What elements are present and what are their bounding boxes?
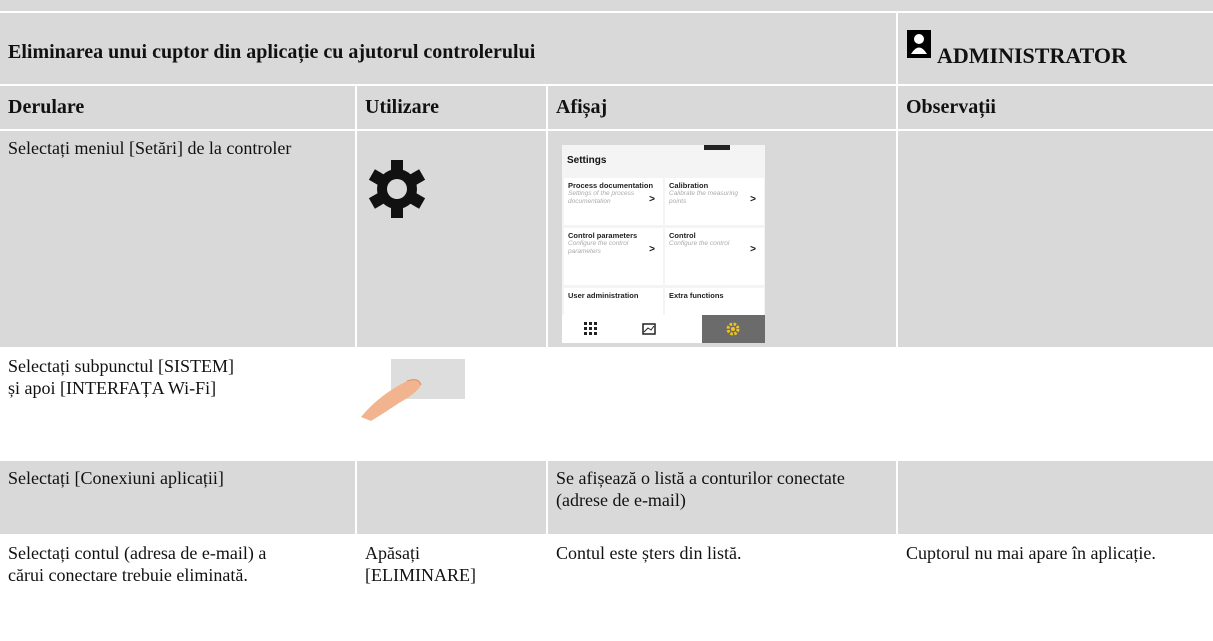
row-cell: Apăsați [ELIMINARE] (357, 536, 546, 641)
step-text: Selectați meniul [Setări] de la controle… (8, 138, 292, 158)
display-text: Contul este șters din listă. (556, 543, 742, 563)
card-label: Extra functions (669, 291, 724, 300)
row-cell (357, 461, 546, 534)
row-cell (357, 349, 546, 459)
row-cell (898, 131, 1213, 347)
screen-title: Settings (567, 155, 607, 166)
row-cell: Selectați contul (adresa de e-mail) a că… (0, 536, 355, 641)
settings-card: Process documentation Settings of the pro… (564, 178, 663, 225)
card-label: Control parameters (568, 231, 638, 240)
row-cell: Contul este șters din listă. (548, 536, 896, 641)
nav-gear (726, 322, 740, 336)
row-cell (898, 349, 1213, 459)
doc-title: Eliminarea unui cuptor din aplicație cu … (0, 13, 896, 84)
card-label: Calibration (669, 181, 709, 190)
role: ADMINISTRATOR (937, 43, 1127, 68)
column-header: Observații (898, 86, 1213, 129)
row-cell: Cuptorul nu mai apare în aplicație. (898, 536, 1213, 641)
card-hint: Configure the control parameters (568, 240, 629, 255)
row-cell (357, 131, 546, 347)
step-text: Selectați [Conexiuni aplicații] (8, 468, 224, 488)
settings-card: Calibration Calibrate the measuring point… (665, 178, 764, 225)
row-cell: Selectați meniul [Setări] de la controle… (0, 131, 355, 347)
notch (704, 145, 730, 150)
row-cell: Selectați [Conexiuni aplicații] (0, 461, 355, 534)
row-cell: Selectați subpunctul [SISTEM] și apoi [I… (0, 349, 355, 459)
admin-icon (907, 30, 931, 58)
row-cell: Se afișează o listă a conturilor conecta… (548, 461, 896, 534)
column-header: Utilizare (357, 86, 546, 129)
column-header: Derulare (0, 86, 355, 129)
settings-card: Extra functions (665, 288, 764, 318)
card-label: Control (669, 231, 696, 240)
role-cell: ADMINISTRATOR (898, 13, 1213, 84)
finger-icon (361, 359, 465, 421)
display-text: Se afișează o listă a conturilor conecta… (556, 468, 845, 510)
nav-bar (562, 315, 702, 343)
settings-card: Control parameters Configure the control … (564, 228, 663, 285)
row-cell (548, 349, 896, 459)
card-label: User administration (568, 291, 639, 300)
step-text: Selectați contul (adresa de e-mail) a că… (8, 543, 267, 585)
top-strip (0, 0, 1213, 11)
card-hint: Settings of the process documentation (568, 190, 635, 205)
gear-icon (368, 160, 426, 218)
step-text: Selectați subpunctul [SISTEM] și apoi [I… (8, 356, 234, 398)
settings-card: Control Configure the control > (665, 228, 764, 285)
card-label: Process documentation (568, 181, 654, 190)
settings-screenshot: Settings Process documentation Settings o… (562, 145, 765, 343)
nav-icons (584, 322, 656, 335)
row-cell (898, 461, 1213, 534)
notes-text: Cuptorul nu mai apare în aplicație. (906, 543, 1156, 563)
card-hint: Calibrate the measuring points (669, 190, 739, 205)
card-hint: Configure the control (669, 240, 730, 247)
nav-active (702, 315, 765, 343)
action-text: Apăsați [ELIMINARE] (365, 543, 476, 585)
settings-card: User administration (564, 288, 663, 318)
column-header: Afișaj (548, 86, 896, 129)
